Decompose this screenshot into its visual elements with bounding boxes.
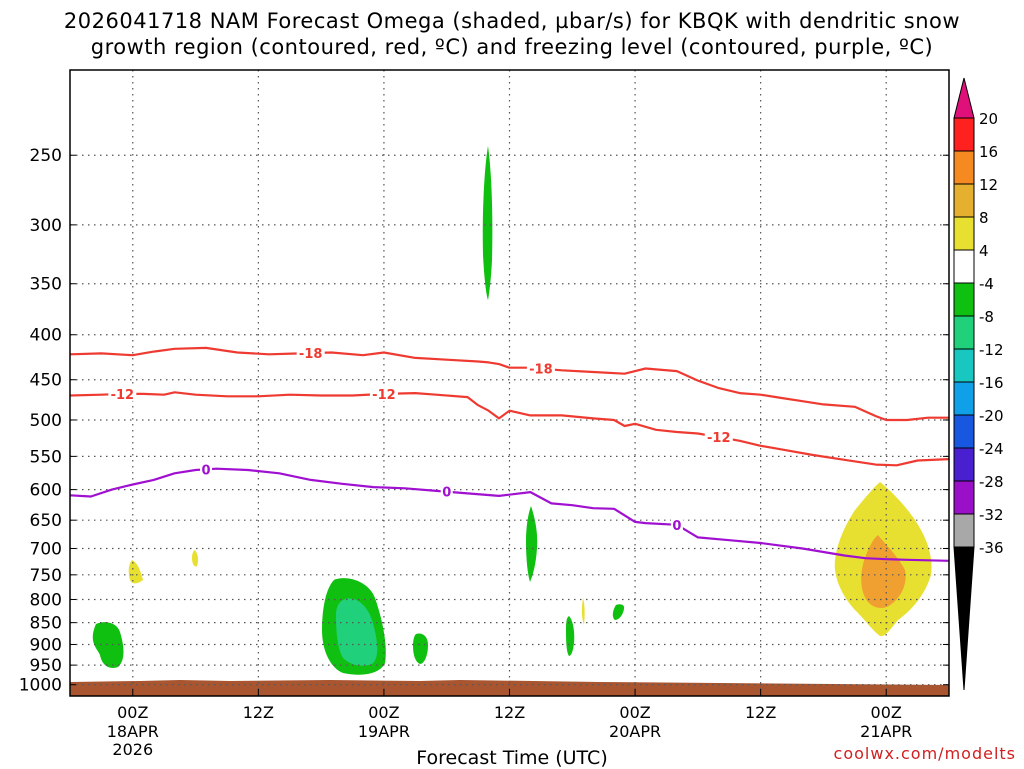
omega-region-upper-green-streak bbox=[482, 146, 493, 300]
x-tick-label-time-5: 12Z bbox=[745, 703, 776, 722]
colorbar-segment-5 bbox=[953, 282, 975, 317]
isotherm-label-0-2: 0 bbox=[672, 519, 681, 534]
colorbar-label-10: -24 bbox=[979, 440, 1004, 458]
colorbar-segment-7 bbox=[953, 348, 975, 383]
isotherm-label-bg--18-1 bbox=[526, 361, 555, 376]
omega-region-green-cell-3 bbox=[413, 633, 428, 664]
colorbar-label-2: 12 bbox=[979, 176, 998, 194]
colorbar-bottom-arrow bbox=[953, 546, 975, 691]
y-tick-label-500: 500 bbox=[30, 411, 62, 431]
x-tick-label-time-0: 00Z bbox=[117, 703, 148, 722]
omega-region-green-cell-5 bbox=[566, 616, 575, 656]
isotherm-line--12 bbox=[69, 391, 950, 467]
x-tick-label-date-2: 19APR bbox=[358, 722, 410, 741]
isotherm-labels: -18 -18 -12 -12 -12 0 0 0 bbox=[108, 346, 733, 534]
y-tick-label-750: 750 bbox=[30, 566, 62, 586]
colorbar-label-12: -32 bbox=[979, 506, 1004, 524]
y-tick-label-900: 900 bbox=[30, 635, 62, 655]
colorbar-segment-2 bbox=[953, 183, 975, 218]
x-tick-label-time-4: 00Z bbox=[619, 703, 650, 722]
colorbar-segment-6 bbox=[953, 315, 975, 350]
x-tick-label-year-0: 2026 bbox=[112, 740, 153, 759]
y-tick-label-550: 550 bbox=[30, 447, 62, 467]
x-tick-label-date-0: 18APR bbox=[107, 722, 159, 741]
site-credit: coolwx.com/modelts bbox=[833, 744, 1016, 763]
colorbar-segment-0 bbox=[953, 117, 975, 152]
isotherm-label-bg-0-0 bbox=[200, 462, 213, 477]
colorbar-segment-12 bbox=[953, 513, 975, 548]
omega-region-yellow-cell-2 bbox=[192, 550, 199, 567]
x-tick-label-time-1: 12Z bbox=[243, 703, 274, 722]
isotherm-label-0-1: 0 bbox=[442, 486, 451, 501]
omega-region-green-cell-4 bbox=[526, 506, 538, 582]
x-axis-title: Forecast Time (UTC) bbox=[416, 747, 608, 769]
colorbar-top-arrow bbox=[953, 77, 975, 119]
x-tick-label-date-6: 21APR bbox=[860, 722, 912, 741]
y-tick-label-600: 600 bbox=[30, 481, 62, 501]
omega-region-yellow-cell-4-inner bbox=[861, 535, 906, 608]
colorbar-label-7: -12 bbox=[979, 341, 1004, 359]
grid-lines bbox=[70, 70, 949, 696]
isotherm-label-bg--18-0 bbox=[296, 346, 325, 361]
isotherm-label-0-0: 0 bbox=[202, 463, 211, 478]
y-tick-label-700: 700 bbox=[30, 539, 62, 559]
colorbar-segment-8 bbox=[953, 381, 975, 416]
y-axis: 2503003504004505005506006507007508008509… bbox=[19, 146, 949, 696]
x-tick-label-time-2: 00Z bbox=[368, 703, 399, 722]
chart-title-line-2: growth region (contoured, red, ºC) and f… bbox=[90, 35, 934, 59]
colorbar-label-0: 20 bbox=[979, 110, 998, 128]
isotherm-label-bg-0-2 bbox=[670, 517, 683, 532]
y-tick-label-850: 850 bbox=[30, 614, 62, 634]
chart-title-line-1: 2026041718 NAM Forecast Omega (shaded, µ… bbox=[63, 9, 961, 33]
colorbar-segment-9 bbox=[953, 414, 975, 449]
colorbar-segment-11 bbox=[953, 480, 975, 515]
omega-region-green-cell-1 bbox=[92, 622, 124, 668]
colorbar: 20 16 12 8 4 -4 -8 -12 -16 -20 -24 -28 -32 -36 bbox=[953, 77, 1004, 691]
isotherm-label-bg-0-1 bbox=[440, 484, 453, 499]
x-tick-label-time-6: 00Z bbox=[871, 703, 902, 722]
colorbar-label-5: -4 bbox=[979, 275, 994, 293]
y-tick-label-1000: 1000 bbox=[19, 676, 62, 696]
y-tick-label-800: 800 bbox=[30, 590, 62, 610]
colorbar-label-1: 16 bbox=[979, 143, 998, 161]
colorbar-label-6: -8 bbox=[979, 308, 994, 326]
y-tick-label-950: 950 bbox=[30, 656, 62, 676]
colorbar-segment-10 bbox=[953, 447, 975, 482]
colorbar-label-11: -28 bbox=[979, 473, 1004, 491]
isotherm-label--12-1: -12 bbox=[372, 388, 396, 403]
y-tick-label-300: 300 bbox=[30, 216, 62, 236]
y-tick-label-400: 400 bbox=[30, 326, 62, 346]
x-tick-label-time-3: 12Z bbox=[494, 703, 525, 722]
y-tick-label-250: 250 bbox=[30, 146, 62, 166]
isotherm-label-bg--12-2 bbox=[704, 430, 733, 445]
omega-region-green-cell-6 bbox=[612, 604, 625, 620]
omega-region-yellow-cell-1 bbox=[128, 560, 143, 584]
colorbar-segment-1 bbox=[953, 150, 975, 185]
y-tick-label-450: 450 bbox=[30, 371, 62, 391]
isotherm-label--18-0: -18 bbox=[299, 347, 323, 362]
y-tick-label-350: 350 bbox=[30, 275, 62, 295]
omega-region-green-cell-2-inner bbox=[336, 598, 378, 666]
colorbar-label-9: -20 bbox=[979, 407, 1004, 425]
colorbar-segment-3 bbox=[953, 216, 975, 251]
omega-shading bbox=[92, 146, 932, 675]
isotherm-label--12-0: -12 bbox=[111, 388, 135, 403]
isotherm-line-0 bbox=[69, 467, 950, 562]
x-tick-label-date-4: 20APR bbox=[609, 722, 661, 741]
y-tick-label-650: 650 bbox=[30, 511, 62, 531]
isotherm-label--18-1: -18 bbox=[529, 363, 553, 378]
isotherm-label--12-2: -12 bbox=[707, 431, 731, 446]
colorbar-label-8: -16 bbox=[979, 374, 1004, 392]
colorbar-label-3: 8 bbox=[979, 209, 989, 227]
omega-region-yellow-cell-3 bbox=[581, 598, 585, 625]
isotherm-label-bg--12-0 bbox=[108, 386, 137, 401]
colorbar-label-13: -36 bbox=[979, 539, 1004, 557]
colorbar-label-4: 4 bbox=[979, 242, 989, 260]
colorbar-segment-4 bbox=[953, 249, 975, 284]
isotherm-label-bg--12-1 bbox=[369, 386, 398, 401]
